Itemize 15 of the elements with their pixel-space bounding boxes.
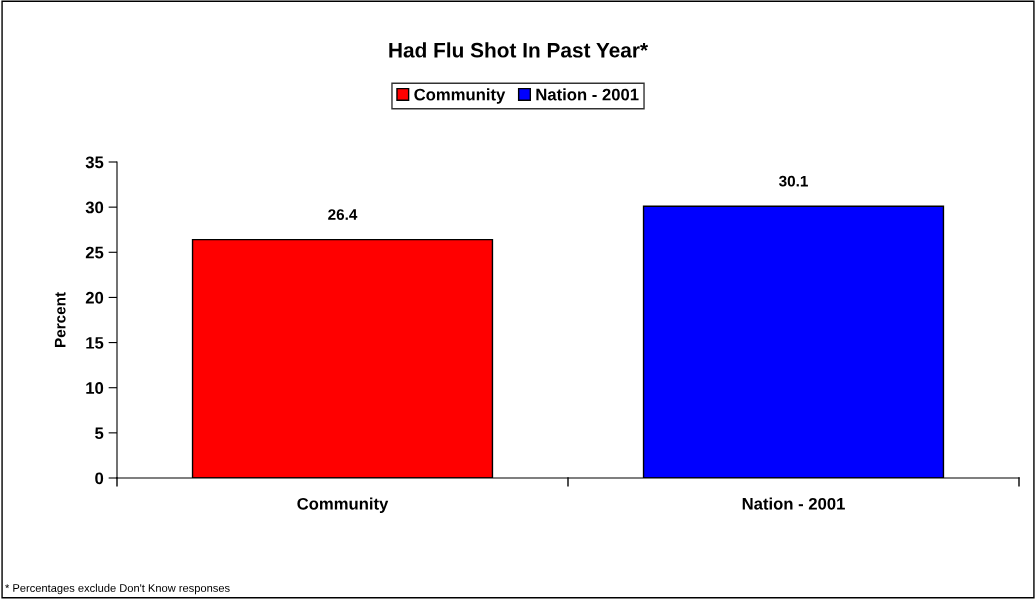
data-label: 26.4 [328, 209, 358, 220]
legend-label: Community [414, 88, 506, 104]
y-tick-label: 30 [85, 201, 104, 214]
y-tick-label: 15 [86, 337, 104, 349]
chart-title: Had Flu Shot In Past Year* [389, 42, 649, 58]
data-label: 30.1 [778, 175, 808, 187]
legend-label: Nation - 2001 [536, 88, 639, 101]
y-axis-title: Percent [54, 292, 66, 347]
y-tick-label: 5 [95, 427, 104, 440]
y-tick-label: 20 [85, 291, 104, 304]
y-tick-label: 0 [95, 472, 104, 485]
text: * Percentages exclude Don't Know responses [5, 583, 230, 595]
y-tick-label: 25 [85, 246, 104, 259]
y-tick-label: 35 [85, 156, 104, 169]
y-tick-label: 10 [86, 382, 104, 394]
